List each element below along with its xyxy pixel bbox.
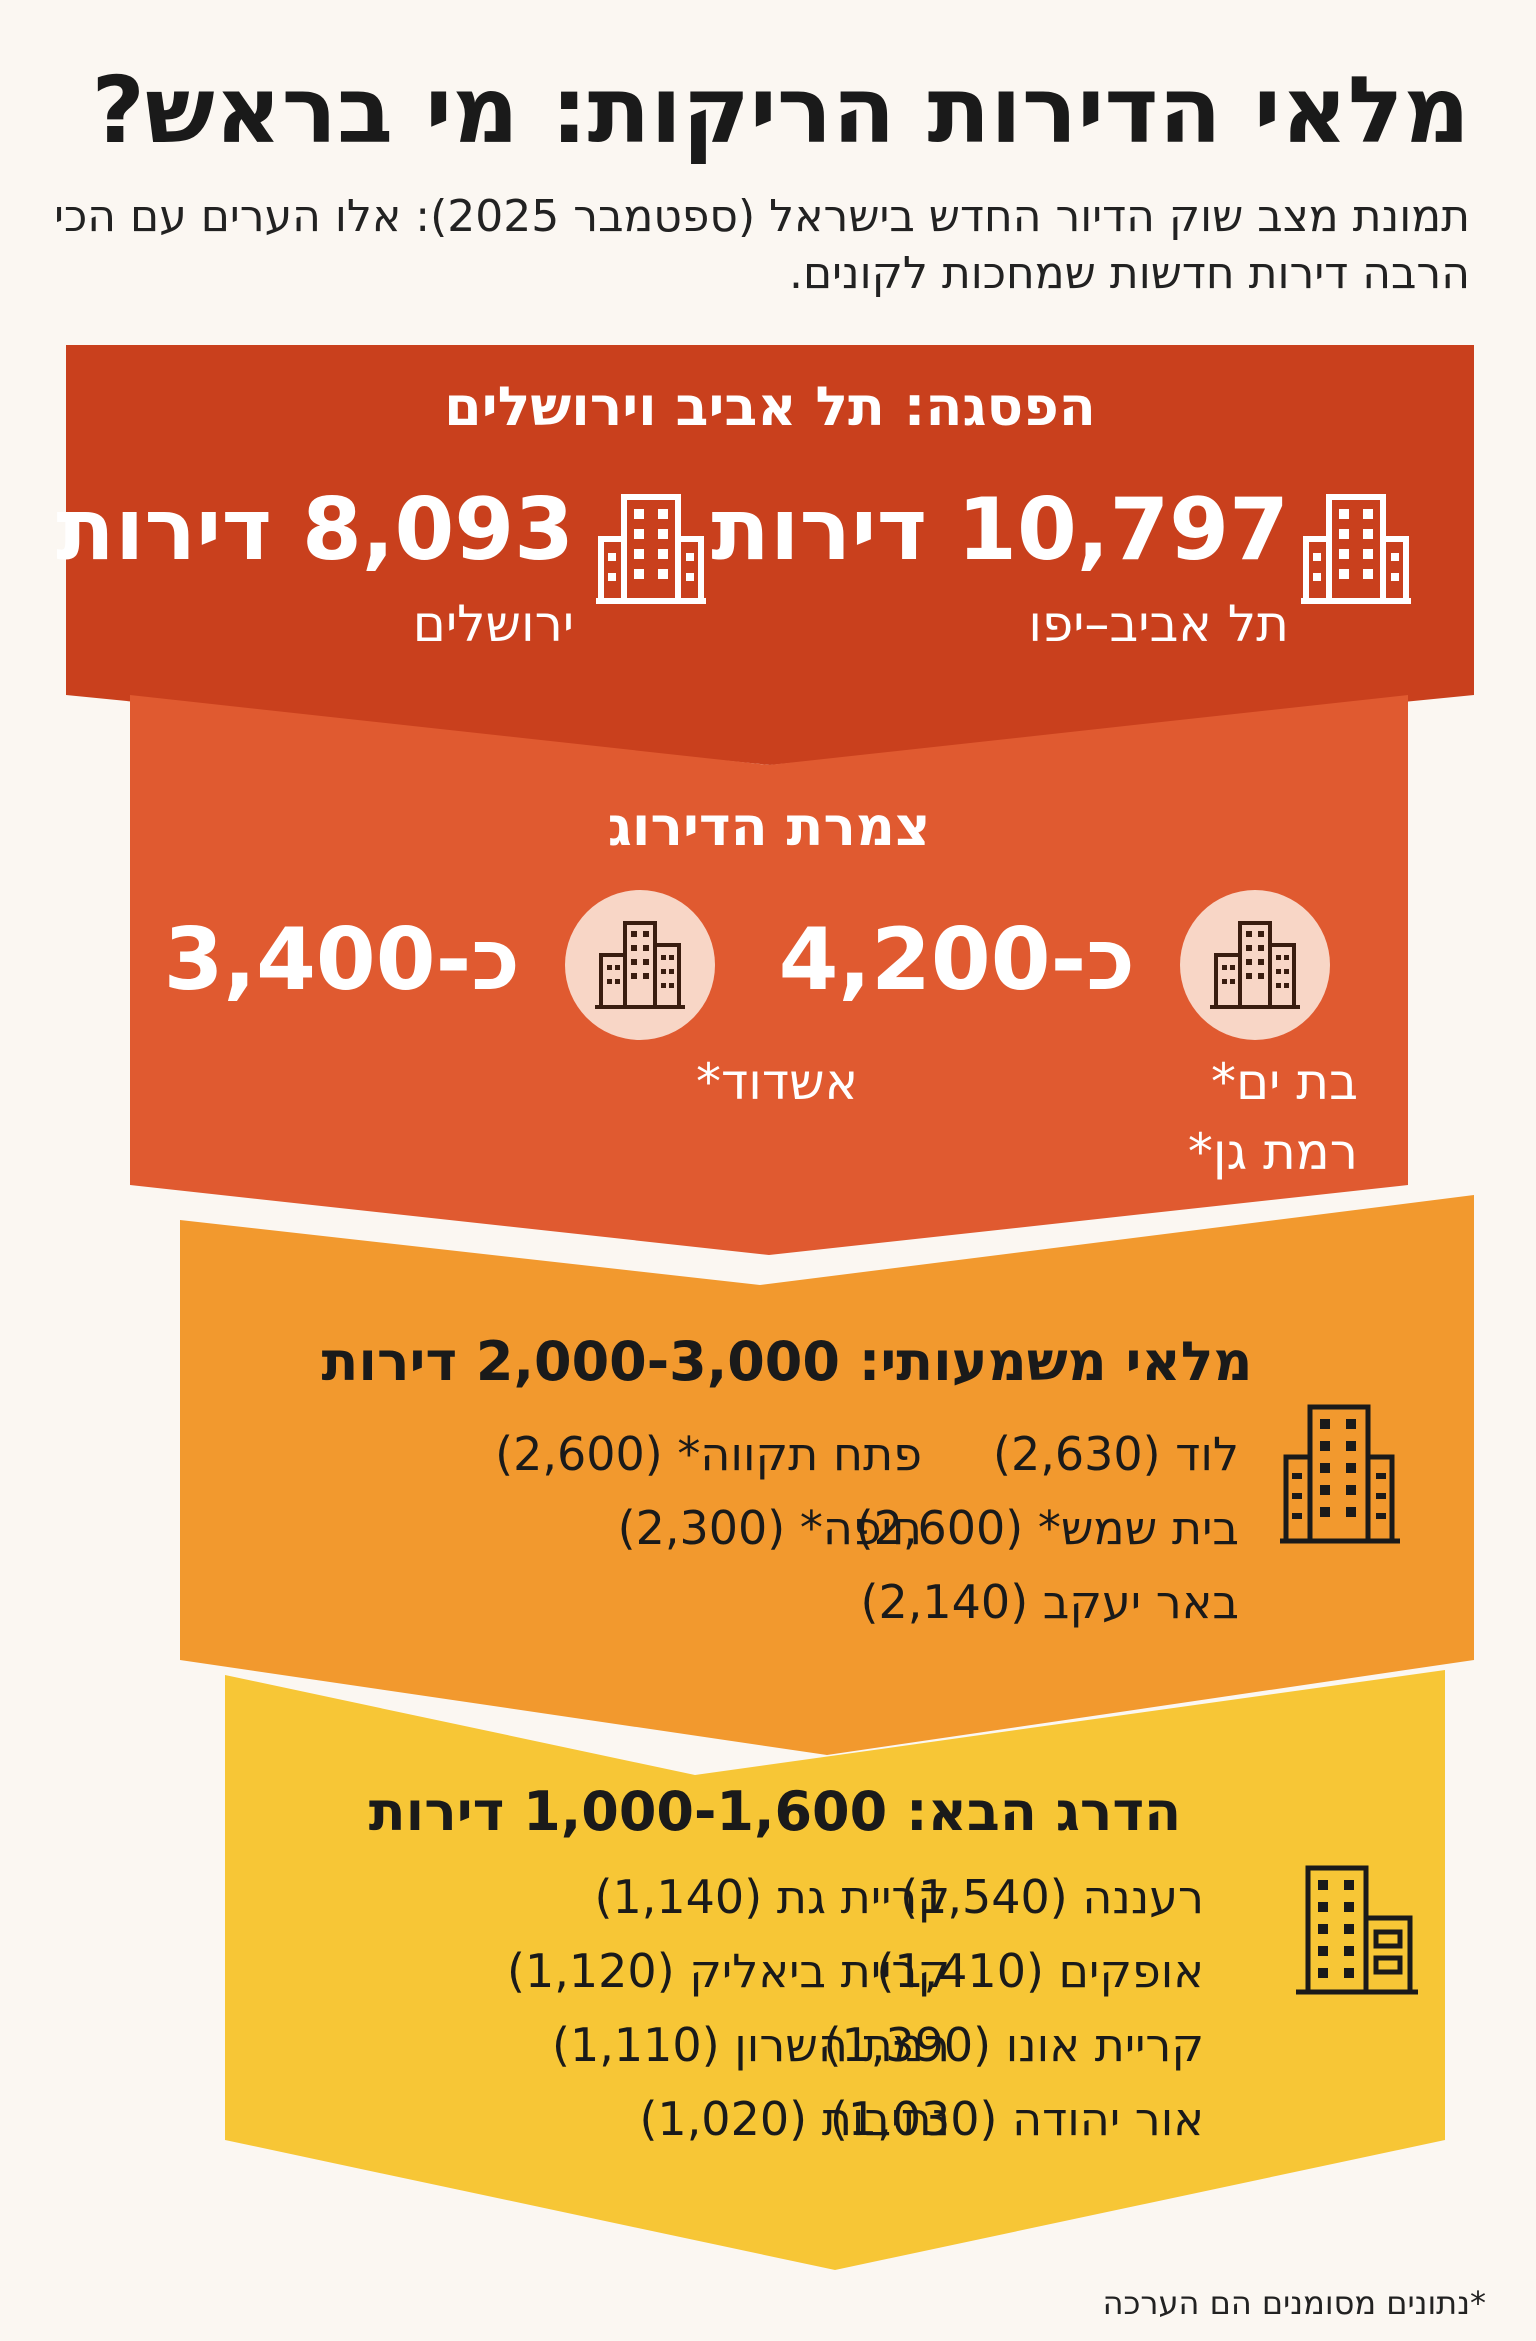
list-item: באר יעקב (2,140)	[860, 1575, 1239, 1629]
tier2-background	[130, 695, 1408, 1255]
tier2-left-circle	[565, 890, 715, 1040]
tier3-right-list: לוד (2,630) בית שמש* (2,600) באר יעקב (2…	[856, 1417, 1239, 1639]
building-icon	[1280, 1404, 1400, 1544]
tier1-left-value: 8,093 דירות	[56, 480, 574, 580]
list-item: אור יהודה (1,030)	[829, 2092, 1204, 2146]
tier3-band: מלאי משמעותי: 2,000-3,000 דירות לוד (2,6…	[180, 1195, 1474, 1755]
tier2-right-value: כ-4,200	[778, 910, 1135, 1010]
tier1-right-city: תל אביב–יפו	[1028, 595, 1289, 653]
tier4-title: הדרג הבא: 1,000-1,600 דירות	[368, 1780, 1182, 1843]
list-item: פתח תקווה* (2,600)	[495, 1427, 922, 1481]
tier2-right-circle	[1180, 890, 1330, 1040]
tier3-left-list: פתח תקווה* (2,600) חיפה* (2,300)	[495, 1417, 922, 1565]
page-subtitle: תמונת מצב שוק הדיור החדש בישראל (ספטמבר …	[54, 191, 1470, 300]
tier2-right-city-1: בת ים*	[1210, 1053, 1358, 1111]
tier2-band: צמרת הדירוג כ-4,200 בת ים* רמת גן*	[130, 695, 1408, 1255]
tier3-title: מלאי משמעותי: 2,000-3,000 דירות	[321, 1330, 1253, 1393]
tier4-left-list: קריית גת (1,140) קריית ביאליק (1,120) רמ…	[507, 1860, 950, 2156]
tier1-background	[66, 345, 1474, 765]
tier2-title: צמרת הדירוג	[607, 795, 931, 858]
tier1-right-value: 10,797 דירות	[711, 480, 1289, 580]
building-icon	[1301, 494, 1411, 604]
list-item: קריית אונו (1,390)	[823, 2018, 1205, 2072]
page-title: מלאי הדירות הריקות: מי בראש?	[91, 57, 1470, 164]
list-item: קריית ביאליק (1,120)	[507, 1944, 950, 1998]
list-item: חיפה* (2,300)	[617, 1501, 922, 1555]
list-item: רמת השרון (1,110)	[552, 2018, 950, 2072]
tier2-right-city-2: רמת גן*	[1187, 1123, 1358, 1181]
list-item: נתיבות (1,020)	[639, 2092, 950, 2146]
tier2-left-value: כ-3,400	[163, 910, 520, 1010]
tier4-background	[225, 1670, 1445, 2270]
list-item: אופקים (1,410)	[876, 1944, 1204, 1998]
tier2-left-city-1: אשדוד*	[695, 1053, 858, 1111]
tier4-band: הדרג הבא: 1,000-1,600 דירות רעננה (1,540…	[225, 1670, 1445, 2270]
tier1-band: הפסגה: תל אביב וירושלים 10,797 דירות תל …	[56, 345, 1474, 765]
list-item: בית שמש* (2,600)	[855, 1501, 1239, 1555]
list-item: לוד (2,630)	[992, 1427, 1239, 1481]
list-item: קריית גת (1,140)	[594, 1870, 950, 1924]
footnote: *נתונים מסומנים הם הערכה	[1102, 2284, 1486, 2322]
office-building-icon	[1296, 1865, 1418, 1995]
tier4-right-list: רעננה (1,540) אופקים (1,410) קריית אונו …	[824, 1860, 1205, 2156]
tier1-title: הפסגה: תל אביב וירושלים	[444, 375, 1096, 438]
tier1-left-city: ירושלים	[412, 595, 574, 653]
skyscraper-icon	[1210, 921, 1300, 1009]
building-icon	[596, 494, 706, 604]
skyscraper-icon	[595, 921, 685, 1009]
tier3-background	[180, 1195, 1474, 1755]
list-item: רעננה (1,540)	[900, 1870, 1204, 1924]
